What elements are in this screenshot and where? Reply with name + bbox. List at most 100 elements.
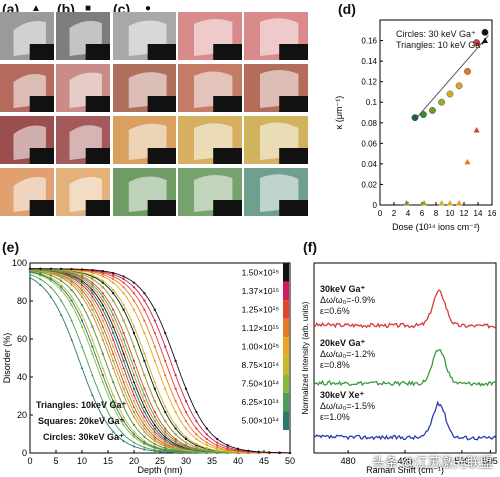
- x-tick-label: 5: [53, 456, 58, 466]
- data-point-triangle: [456, 199, 463, 206]
- curve-marker: [195, 427, 198, 430]
- x-tick-label: 2: [392, 209, 397, 218]
- curve-marker: [122, 359, 125, 362]
- curve-marker: [70, 272, 73, 275]
- curve-marker: [153, 319, 156, 322]
- series-name: 20keV Ga⁺: [320, 338, 366, 348]
- curve-marker: [205, 444, 208, 447]
- curve-marker: [122, 420, 125, 423]
- curve-marker: [122, 331, 125, 334]
- curve-marker: [153, 427, 156, 430]
- sem-tile: [113, 12, 176, 60]
- curve-marker: [101, 295, 104, 298]
- substrate-shadow: [29, 96, 54, 112]
- cantilever-graphic: [69, 176, 110, 216]
- curve-marker: [143, 292, 146, 295]
- curve-marker: [91, 393, 94, 397]
- curve-marker: [80, 273, 84, 276]
- curve-marker: [70, 303, 73, 306]
- curve-marker: [132, 299, 136, 302]
- curve-marker: [143, 445, 146, 449]
- curve-marker: [174, 359, 177, 362]
- colorbar-label: 7.50×10¹⁴: [242, 379, 280, 389]
- curve-marker: [226, 444, 229, 447]
- curve-marker: [132, 292, 136, 295]
- curve-marker: [91, 292, 94, 295]
- sem-tile: [113, 168, 176, 216]
- y-tick-label: 0.1: [366, 98, 378, 107]
- x-tick-label: 15: [103, 456, 113, 466]
- colorbar-segment: [283, 337, 289, 356]
- strain-shift: Δω/ω₀=-1.5%: [320, 401, 376, 411]
- y-axis-label: κ (μm⁻¹): [334, 96, 344, 129]
- curve-marker: [91, 295, 94, 298]
- curve-marker: [49, 267, 52, 270]
- sem-tile: [56, 116, 110, 164]
- colorbar-label: 1.12×10¹⁵: [242, 323, 279, 333]
- curve-marker: [112, 313, 115, 317]
- curve-marker: [132, 281, 136, 284]
- curve-marker: [143, 400, 146, 403]
- panel-label-d: (d): [338, 1, 356, 17]
- curve-marker: [91, 308, 94, 311]
- cantilever-graphic: [69, 20, 110, 60]
- curve-marker: [122, 366, 125, 370]
- data-point-circle: [438, 98, 446, 106]
- x-tick-label: 490: [397, 456, 412, 466]
- curve-marker: [112, 275, 115, 278]
- data-point-triangle: [438, 199, 445, 206]
- curve-marker: [153, 410, 156, 413]
- y-axis-label: Normalized Intensity (arb. units): [301, 301, 310, 414]
- curve-marker: [111, 366, 115, 370]
- curve-marker: [91, 352, 94, 355]
- curve-marker: [112, 345, 115, 348]
- curve-marker: [60, 271, 63, 275]
- curve-marker: [60, 279, 63, 282]
- fit-line: [414, 35, 489, 121]
- sem-tile: [178, 168, 242, 216]
- curve-marker: [80, 279, 84, 282]
- substrate-shadow: [85, 148, 110, 164]
- curve-marker: [101, 299, 104, 302]
- curve-marker: [101, 273, 104, 276]
- colorbar-segment: [283, 318, 289, 338]
- data-point-triangle: [447, 199, 453, 206]
- curve-marker: [70, 338, 73, 341]
- curve-marker: [164, 437, 167, 441]
- curve-marker: [153, 433, 156, 436]
- curve-marker: [133, 423, 135, 426]
- cantilever-graphic: [128, 72, 176, 112]
- y-tick-label: 0.04: [361, 160, 377, 169]
- colorbar-label: 8.75×10¹⁴: [242, 360, 280, 370]
- curve-marker: [153, 439, 157, 442]
- x-tick-label: 40: [233, 456, 243, 466]
- y-tick-label: 0.02: [361, 180, 377, 189]
- y-tick-label: 0: [373, 201, 378, 210]
- label-30kev-xe: 30keV Xe⁺ Δω/ω₀=-1.5% ε=1.0%: [320, 390, 375, 423]
- curve-marker: [112, 273, 115, 276]
- strain-value: ε=1.0%: [320, 412, 350, 422]
- cantilever-graphic: [13, 125, 54, 164]
- curve-marker: [174, 439, 177, 443]
- curve-marker: [257, 450, 260, 453]
- curve-marker: [70, 275, 73, 278]
- y-tick-label: 0.08: [361, 119, 377, 128]
- curve-marker: [164, 405, 167, 408]
- x-tick-label: 500: [454, 456, 469, 466]
- curve-marker: [111, 338, 115, 341]
- curve-marker: [143, 448, 146, 451]
- data-point-circle: [481, 28, 489, 36]
- curve-marker: [39, 283, 42, 286]
- x-tick-label: 25: [155, 456, 165, 466]
- curve-marker: [80, 345, 84, 348]
- substrate-shadow: [85, 200, 110, 216]
- substrate-shadow: [279, 44, 308, 60]
- y-tick-label: 0: [22, 448, 27, 458]
- sem-tile: [244, 116, 308, 164]
- colorbar-label: 5.00×10¹⁴: [242, 416, 280, 426]
- curve-marker: [91, 281, 94, 284]
- sem-tile: [0, 12, 54, 60]
- curve-marker: [80, 313, 84, 316]
- curve-marker: [49, 279, 53, 282]
- y-tick-label: 60: [17, 334, 27, 344]
